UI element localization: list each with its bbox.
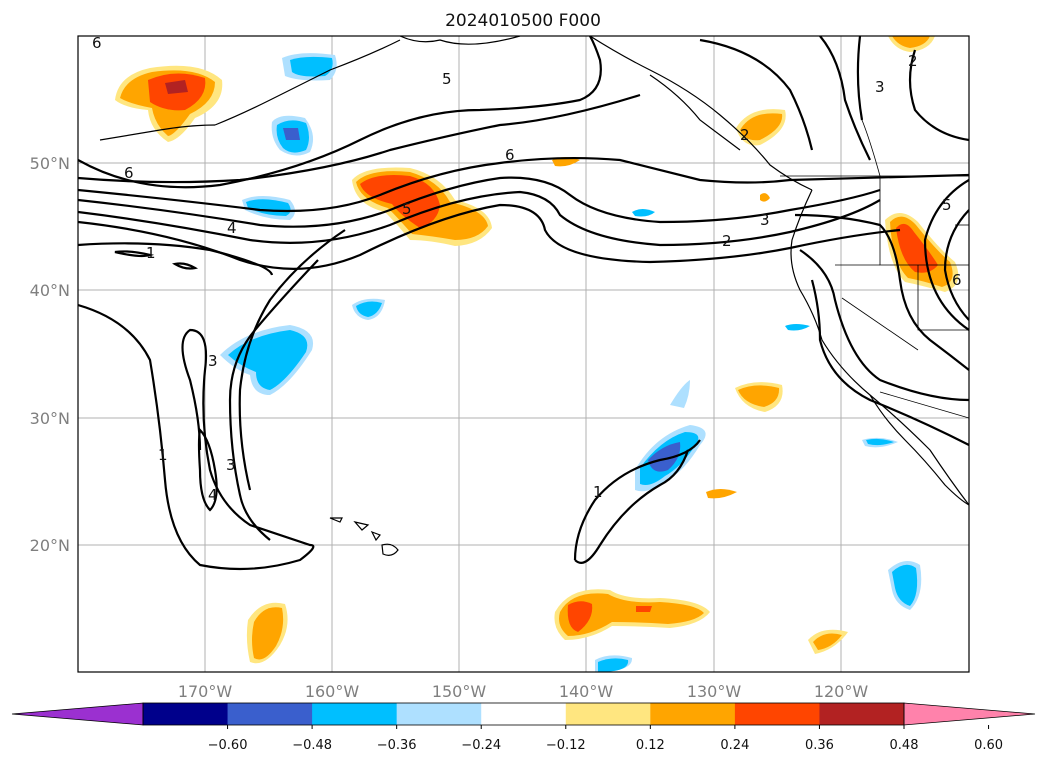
lon-label-140w: 140°W <box>559 682 614 701</box>
contour-label: 6 <box>124 164 134 182</box>
contour-label: 5 <box>942 196 952 214</box>
lon-label-130w: 130°W <box>687 682 742 701</box>
colorbar-tick-label: −0.36 <box>377 738 417 753</box>
colorbar-tick-label: 0.60 <box>974 738 1003 753</box>
latitude-labels: 50°N 40°N 30°N 20°N <box>30 154 70 555</box>
map-frame <box>77 35 970 673</box>
colorbar-tick-label: −0.48 <box>292 738 332 753</box>
contour-label: 2 <box>722 232 732 250</box>
colorbar-tick-label: 0.12 <box>636 738 665 753</box>
colorbar-ticks: −0.60 −0.48 −0.36 −0.24 −0.12 0.12 0.24 0.36 0.4… <box>208 725 1003 753</box>
lon-label-120w: 120°W <box>814 682 869 701</box>
colorbar-swatch <box>312 703 398 725</box>
longitude-labels: 170°W 160°W 150°W 140°W 130°W 120°W <box>178 682 869 701</box>
contour-label: 2 <box>908 52 918 70</box>
contour-label: 1 <box>593 483 603 501</box>
colorbar-tick-label: −0.60 <box>208 738 248 753</box>
colorbar: −0.60 −0.48 −0.36 −0.24 −0.12 0.12 0.24 0.36 0.4… <box>11 702 1036 753</box>
contour-label: 5 <box>402 200 412 218</box>
contour-label: 1 <box>146 244 156 262</box>
contour-label: 5 <box>442 70 452 88</box>
anomaly-fill <box>115 36 959 672</box>
contour-label: 3 <box>875 78 885 96</box>
coastlines <box>99 36 969 556</box>
contour-label: 1 <box>158 446 168 464</box>
contour-label: 6 <box>92 34 102 52</box>
contour-label: 2 <box>740 126 750 144</box>
colorbar-tick-label: 0.24 <box>720 738 749 753</box>
colorbar-swatches <box>12 703 1035 725</box>
colorbar-swatch <box>396 703 482 725</box>
contour-labels: 6 6 5 6 5 4 3 2 1 1 3 4 2 3 1 3 5 6 2 <box>92 34 962 504</box>
graticule <box>78 36 969 672</box>
colorbar-outline <box>142 702 905 726</box>
colorbar-swatch <box>734 703 820 725</box>
map-title: 2024010500 F000 <box>445 11 601 31</box>
colorbar-swatch <box>143 703 229 725</box>
colorbar-tick-label: −0.12 <box>546 738 586 753</box>
lat-label-40n: 40°N <box>30 281 70 300</box>
colorbar-swatch <box>819 703 905 725</box>
contour-label: 6 <box>505 146 515 164</box>
contour-label: 3 <box>760 211 770 229</box>
lat-label-30n: 30°N <box>30 409 70 428</box>
colorbar-swatch <box>904 703 1035 725</box>
lat-label-20n: 20°N <box>30 536 70 555</box>
lon-label-170w: 170°W <box>178 682 233 701</box>
contour-label: 3 <box>208 352 218 370</box>
colorbar-tick-label: 0.48 <box>890 738 919 753</box>
colorbar-swatch <box>12 703 143 725</box>
contour-label: 4 <box>227 219 237 237</box>
contour-label: 3 <box>226 456 236 474</box>
colorbar-tick-label: 0.36 <box>805 738 834 753</box>
colorbar-tick-label: −0.24 <box>461 738 501 753</box>
contour-label: 4 <box>208 486 218 504</box>
colorbar-swatch <box>650 703 736 725</box>
colorbar-swatch <box>481 703 567 725</box>
lon-label-160w: 160°W <box>305 682 360 701</box>
contour-label: 6 <box>952 271 962 289</box>
colorbar-swatch <box>227 703 313 725</box>
height-contours <box>78 36 969 571</box>
lon-label-150w: 150°W <box>432 682 487 701</box>
colorbar-swatch <box>565 703 651 725</box>
lat-label-50n: 50°N <box>30 154 70 173</box>
